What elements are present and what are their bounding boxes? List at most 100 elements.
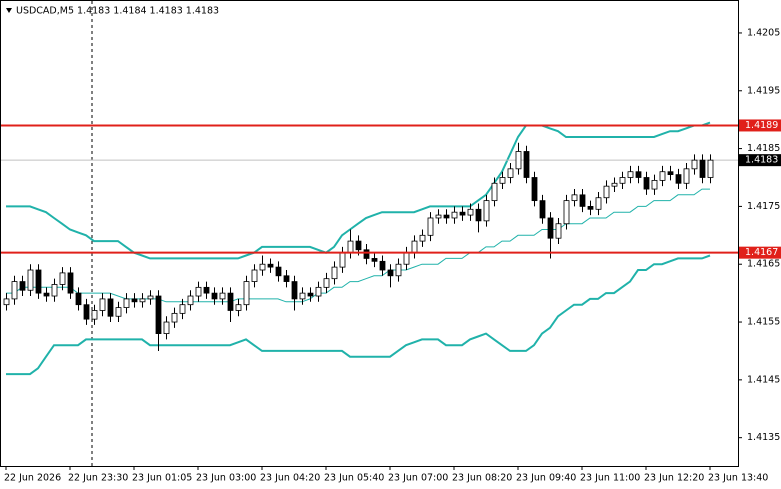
candle-body: [595, 197, 602, 210]
candle-body: [683, 168, 690, 184]
x-tick-label: 23 Jun 13:40: [708, 473, 768, 484]
candle-body: [499, 177, 506, 184]
candle-body: [579, 194, 586, 207]
candle-body: [3, 298, 10, 306]
candle-body: [259, 263, 266, 271]
candle-body: [531, 177, 538, 202]
x-tick-label: 23 Jun 08:20: [452, 473, 512, 484]
y-tick-label: 1.4205: [747, 27, 780, 38]
candle-body: [699, 159, 706, 178]
candle-body: [379, 260, 386, 271]
x-tick-label: 23 Jun 05:40: [324, 473, 384, 484]
candle-body: [627, 171, 634, 178]
candle-body: [571, 194, 578, 202]
plot-frame: [0, 0, 739, 467]
candle-body: [211, 292, 218, 300]
y-tick-label: 1.4195: [747, 85, 780, 96]
candle-body: [539, 200, 546, 219]
candle-body: [147, 295, 154, 300]
candle-body: [107, 298, 114, 317]
candle-body: [275, 266, 282, 277]
candle-body: [75, 292, 82, 306]
y-tick-label: 1.4175: [747, 201, 780, 212]
candle-body: [707, 159, 714, 178]
candle-body: [363, 249, 370, 259]
candle-body: [611, 182, 618, 187]
candle-body: [555, 223, 562, 239]
level-label-box: [739, 246, 781, 259]
x-tick-label: 23 Jun 11:00: [580, 473, 640, 484]
bollinger-upper: [6, 121, 711, 260]
candle-body: [395, 263, 402, 277]
candle-body: [467, 208, 474, 216]
candle-body: [459, 211, 466, 216]
level-label: 1.4189: [745, 120, 778, 131]
candle-body: [123, 298, 130, 308]
candle-body: [603, 185, 610, 199]
x-tick-label: 23 Jun 04:20: [260, 473, 320, 484]
y-tick-label: 1.4185: [747, 143, 780, 154]
candle-body: [27, 269, 34, 291]
candle-body: [67, 272, 74, 294]
candle-body: [483, 200, 490, 222]
level-label-box: [739, 119, 781, 132]
x-tick-label: 23 Jun 01:05: [132, 473, 192, 484]
y-tick-label: 1.4155: [747, 317, 780, 328]
candle-body: [515, 151, 522, 170]
candle-body: [235, 304, 242, 311]
x-tick-label: 22 Jun 23:30: [68, 473, 128, 484]
candle-body: [243, 281, 250, 306]
candle-body: [651, 179, 658, 190]
chart-title: USDCAD,M5 1.4183 1.4184 1.4183 1.4183: [16, 6, 219, 17]
last-price-label: 1.4183: [745, 155, 778, 166]
candle-body: [59, 272, 66, 285]
candle-body: [83, 304, 90, 320]
candle-body: [307, 292, 314, 297]
candle-body: [91, 310, 98, 320]
candle-body: [35, 269, 42, 294]
candle-body: [475, 208, 482, 222]
candle-body: [675, 174, 682, 184]
candle-body: [251, 269, 258, 282]
x-tick-label: 23 Jun 03:00: [196, 473, 256, 484]
candle-body: [203, 286, 210, 294]
candle-body: [371, 258, 378, 262]
candle-body: [523, 151, 530, 178]
candle-body: [451, 211, 458, 219]
x-tick-label: 23 Jun 09:40: [516, 473, 576, 484]
bollinger-lower: [6, 254, 711, 376]
y-tick-label: 1.4145: [747, 374, 780, 385]
candle-body: [99, 298, 106, 311]
candle-body: [435, 214, 442, 219]
candle-body: [155, 295, 162, 335]
candle-body: [51, 284, 58, 297]
candle-body: [19, 281, 26, 291]
candle-body: [491, 182, 498, 202]
candle-body: [139, 298, 146, 303]
candle-body: [179, 304, 186, 314]
candle-body: [315, 286, 322, 297]
candle-body: [619, 177, 626, 184]
candle-body: [187, 295, 194, 306]
candle-body: [443, 214, 450, 219]
candle-body: [291, 281, 298, 300]
candle-body: [339, 252, 346, 268]
candle-body: [419, 234, 426, 242]
candle-body: [659, 171, 666, 181]
candle-body: [283, 275, 290, 282]
bollinger-middle: [6, 188, 710, 303]
menu-arrow[interactable]: [6, 8, 12, 13]
x-tick-label: 22 Jun 2026: [4, 473, 61, 484]
candle-body: [323, 278, 330, 288]
candle-body: [171, 312, 178, 323]
candle-body: [403, 252, 410, 265]
candle-body: [643, 177, 650, 190]
x-tick-label: 23 Jun 12:20: [644, 473, 704, 484]
last-price-box: [739, 154, 781, 167]
candle-body: [635, 171, 642, 178]
candle-body: [507, 168, 514, 178]
candle-body: [163, 321, 170, 335]
candle-body: [43, 292, 50, 297]
x-tick-label: 23 Jun 07:00: [388, 473, 448, 484]
